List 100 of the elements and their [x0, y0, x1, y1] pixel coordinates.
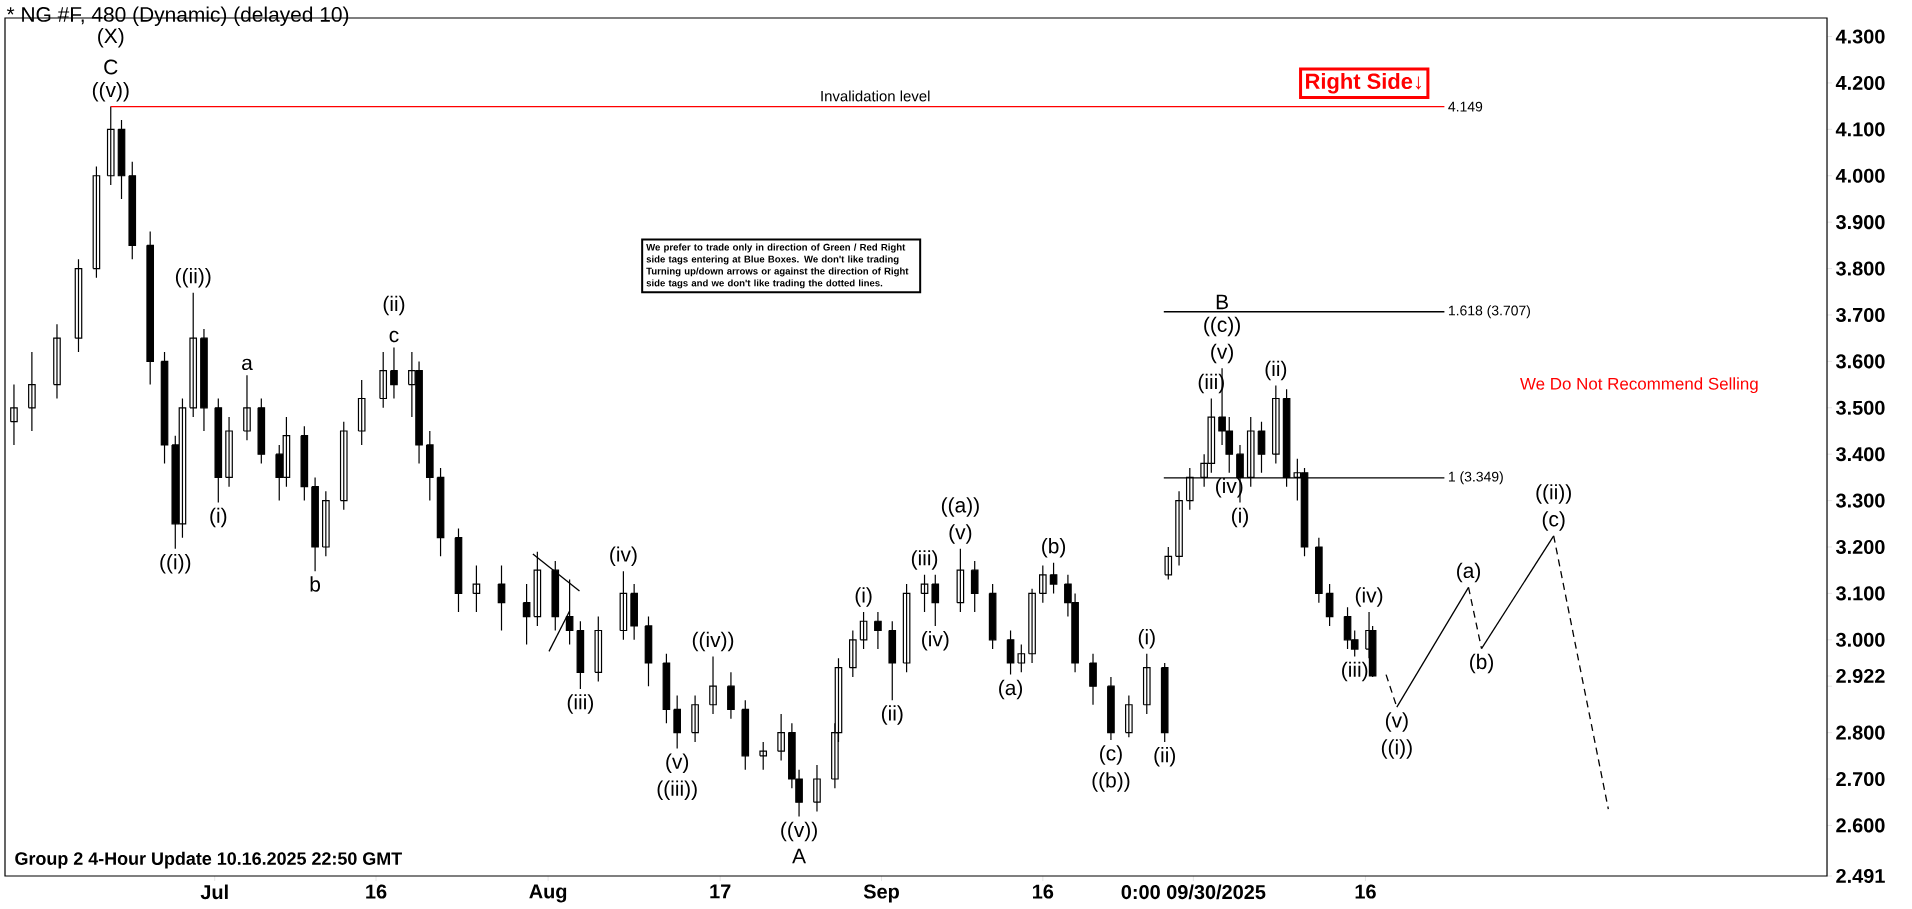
candlestick	[128, 161, 137, 260]
candlestick	[1006, 629, 1015, 676]
annotation: ((i))	[1381, 739, 1412, 759]
annotation: (ii)	[1265, 360, 1287, 381]
y-tick-label: 3.000	[1835, 632, 1885, 647]
candlestick	[497, 564, 506, 632]
y-tick-label: 3.500	[1835, 400, 1885, 415]
candlestick	[1164, 546, 1173, 581]
candlestick	[630, 583, 638, 641]
candlestick	[1107, 676, 1115, 741]
candlestick	[322, 490, 330, 557]
y-tick-label: 3.300	[1835, 493, 1885, 508]
candlestick	[379, 351, 388, 409]
candlestick	[709, 655, 717, 715]
y-tick-label: 2.922	[1836, 668, 1885, 684]
y-tick-label: 2.600	[1836, 818, 1885, 833]
candlestick	[257, 397, 266, 465]
candlestick	[691, 694, 699, 743]
candlestick	[214, 397, 223, 504]
candlestick	[727, 671, 735, 720]
annotation: ((b))	[1092, 772, 1130, 792]
x-tick-label: Sep	[863, 884, 899, 903]
annotation: Group 2 4-Hour Update 10.16.2025 22:50 GMT	[15, 851, 402, 869]
y-tick-label: 3.900	[1835, 215, 1885, 230]
annotation: ((a))	[941, 497, 979, 517]
y-tick-label: 2.800	[1836, 725, 1885, 740]
candlestick	[1039, 564, 1047, 604]
candlestick	[390, 346, 398, 400]
candlestick	[988, 583, 997, 650]
x-tick-label: 0:00 09/30/2025	[1121, 884, 1266, 900]
ref-line-label: 1 (3.349)	[1448, 471, 1503, 485]
annotation: (v)	[1385, 712, 1408, 732]
candlestick	[106, 106, 115, 186]
candlestick	[357, 379, 366, 446]
y-tick-label: 2.700	[1836, 771, 1885, 787]
annotation: (c)	[1542, 511, 1565, 531]
candlestick	[1125, 694, 1133, 738]
annotation: B	[1216, 294, 1228, 310]
annotation: a	[242, 358, 253, 371]
candlestick	[189, 292, 198, 418]
candlestick	[1160, 662, 1169, 743]
annotation: (iv)	[922, 631, 949, 651]
candlestick	[813, 764, 821, 813]
y-tick-label: 4.300	[1835, 29, 1885, 44]
annotation: (iii)	[567, 694, 594, 714]
y-tick-label: 4.000	[1835, 168, 1885, 183]
annotation: (iv)	[1355, 587, 1383, 607]
candlestick	[576, 620, 585, 690]
annotation: We prefer to trade only in direction of Green / Red Right side tags entering at Blue Boxes. We don't like trading Turning up/down arrows or against the direction of Right side tags and we don't like trading the dotted lines.	[646, 243, 909, 289]
candlestick	[146, 230, 155, 386]
candlestick	[1028, 588, 1036, 664]
x-tick-label: 16	[366, 884, 387, 899]
candlestick	[1257, 421, 1266, 474]
annotation: ((iv))	[692, 631, 734, 652]
y-tick-label: 3.100	[1835, 586, 1885, 601]
candlestick	[874, 611, 882, 650]
candlestick	[311, 476, 319, 572]
x-tick-label: 17	[710, 884, 731, 899]
x-tick-label: Jul	[200, 884, 228, 900]
annotation: (iii)	[1342, 661, 1368, 682]
ref-line-label: 4.149	[1448, 101, 1483, 112]
candlestick	[225, 416, 233, 488]
annotation: (i)	[1232, 507, 1248, 528]
annotation: (b)	[1042, 538, 1066, 558]
annotation: A	[792, 848, 806, 864]
annotation: ((c))	[1204, 316, 1240, 337]
annotation: c	[389, 330, 399, 343]
annotation: (i)	[1138, 629, 1155, 649]
x-tick-label: Aug	[529, 884, 567, 903]
candlestick	[1017, 643, 1026, 673]
annotation: ((v))	[781, 821, 817, 842]
annotation: (X)	[98, 27, 124, 48]
candlestick	[1089, 653, 1097, 706]
candlestick	[777, 713, 785, 762]
annotation: C	[104, 59, 118, 75]
candlestick	[522, 583, 531, 646]
annotation: ((iii))	[657, 780, 697, 801]
annotation: (v)	[666, 753, 689, 774]
annotation: (v)	[1211, 343, 1233, 364]
candlestick	[970, 560, 979, 613]
candlestick	[1175, 490, 1183, 567]
candlestick	[849, 629, 857, 678]
candlestick	[472, 564, 481, 613]
candlestick	[339, 421, 348, 511]
ref-line-label: 1.618 (3.707)	[1448, 305, 1530, 319]
candlestick	[759, 741, 768, 771]
y-tick-label: 3.600	[1835, 354, 1885, 369]
candlestick	[28, 351, 36, 432]
candlestick	[956, 548, 965, 613]
annotation: (ii)	[1154, 747, 1176, 767]
annotation: (a)	[1457, 562, 1481, 583]
annotation: ((i))	[160, 554, 191, 574]
candlestick	[53, 323, 61, 400]
candlestick	[10, 383, 18, 446]
y-tick-label: 4.100	[1835, 122, 1885, 137]
chart-title: * NG #F, 480 (Dynamic) (delayed 10)	[6, 6, 349, 27]
candlestick	[1142, 653, 1151, 715]
candlestick	[300, 425, 309, 502]
candlestick	[594, 616, 603, 683]
x-tick-label: 16	[1032, 884, 1054, 899]
